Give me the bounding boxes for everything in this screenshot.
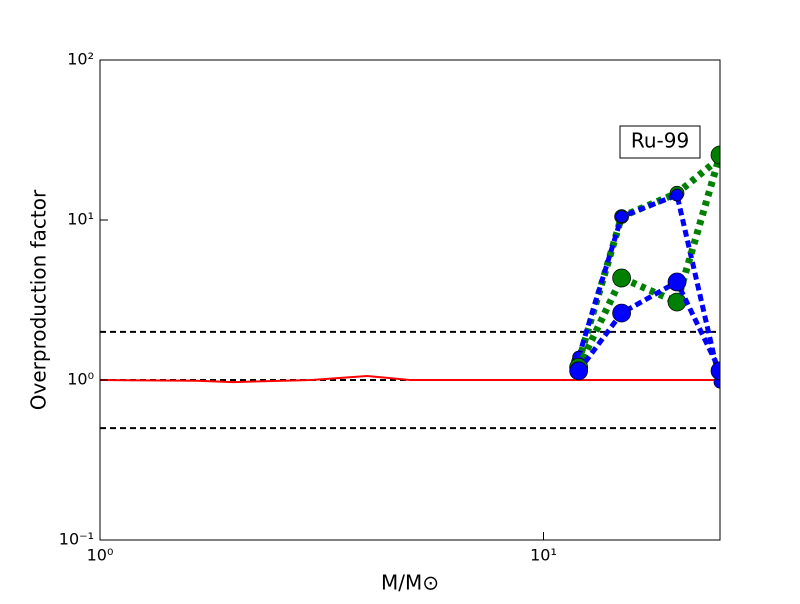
y-tick-label: 10⁰ [67, 370, 94, 389]
y-axis-label: Overproduction factor [27, 189, 51, 410]
x-tick-label: 10¹ [530, 546, 557, 565]
x-tick-label: 10⁰ [87, 546, 114, 565]
series-line [575, 153, 720, 369]
series-line [576, 278, 720, 373]
marker [612, 303, 631, 323]
y-tick-label: 10² [67, 50, 94, 69]
series-line [100, 374, 720, 384]
marker [667, 272, 687, 292]
marker [670, 188, 684, 202]
annotation: Ru-99 [631, 129, 689, 153]
plot-area [100, 145, 720, 430]
x-axis-label: M/M⊙ [381, 571, 439, 595]
y-tick-label: 10⁻¹ [59, 530, 94, 549]
y-tick-label: 10¹ [67, 210, 94, 229]
marker [615, 210, 628, 223]
marker [710, 145, 720, 165]
marker [710, 361, 720, 381]
marker [569, 361, 588, 381]
marker [667, 292, 687, 312]
annotation-box [619, 125, 701, 159]
axes-frame [99, 59, 721, 541]
marker [612, 268, 631, 288]
series-line [576, 191, 720, 383]
